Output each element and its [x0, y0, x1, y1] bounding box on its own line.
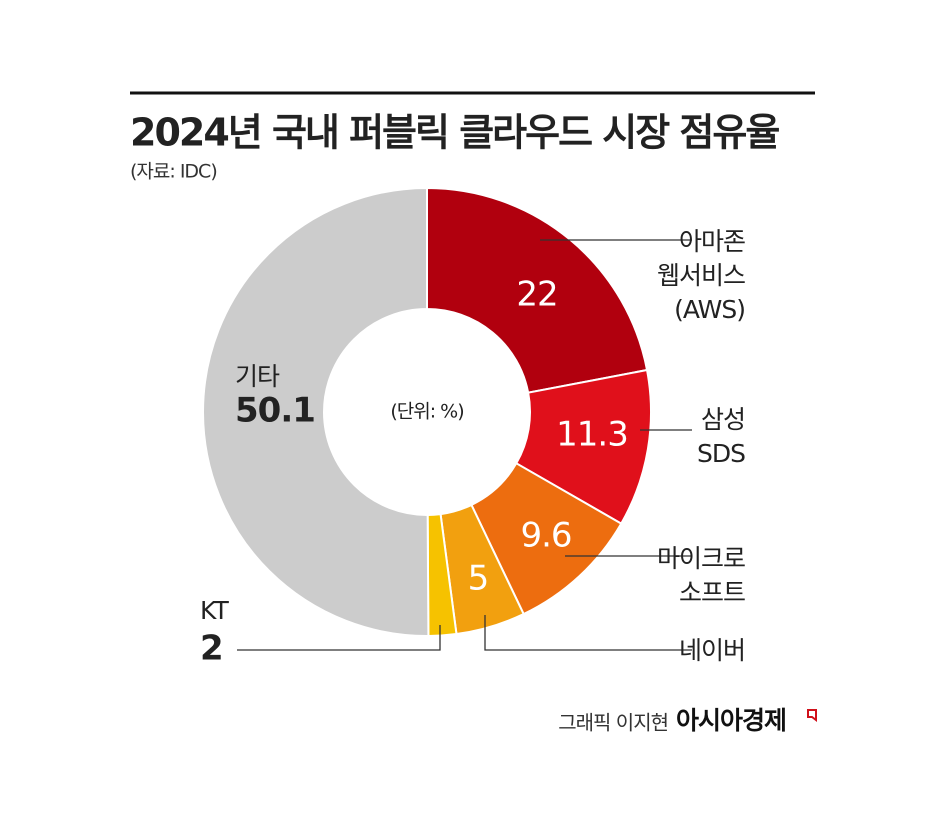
source: (자료: IDC): [130, 161, 217, 183]
category-label: 아마존 웹서비스 (AWS): [657, 227, 745, 324]
value-label: 5: [468, 559, 489, 599]
category-label: 삼성 SDS: [697, 405, 745, 468]
credit: 그래픽 이지현: [558, 711, 668, 735]
donut-slice: [426, 186, 649, 394]
value-label: 11.3: [556, 415, 628, 455]
value-label: 2: [200, 629, 223, 669]
logo-mark: [807, 709, 817, 722]
category-label: KT: [200, 596, 229, 625]
leader-line: [484, 615, 692, 651]
category-label: 기타: [235, 362, 280, 391]
value-label: 9.6: [520, 516, 571, 556]
value-label: 50.1: [235, 391, 315, 431]
category-label: 마이크로 소프트: [657, 544, 745, 607]
value-label: 22: [516, 275, 557, 315]
category-label: 네이버: [679, 636, 745, 665]
donut-slice: [202, 186, 430, 637]
chart-title: 2024년 국내 퍼블릭 클라우드 시장 점유율: [130, 111, 779, 155]
unit-label: (단위: %): [390, 401, 463, 423]
publisher: 아시아경제: [676, 706, 786, 735]
leader-line: [237, 625, 441, 651]
